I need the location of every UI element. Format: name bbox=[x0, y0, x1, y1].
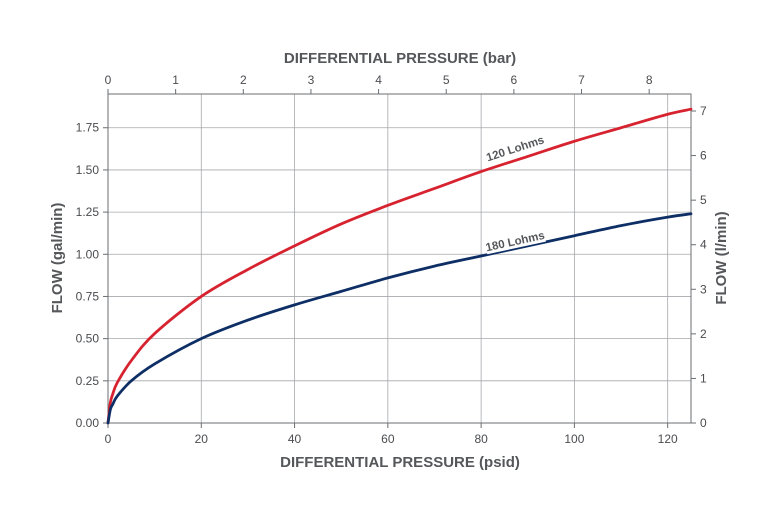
axis-ticks: 0 20 40 60 80 100 1200.000.250.500.751.001.251… bbox=[76, 73, 707, 446]
right-axis-title: FLOW (l/min) bbox=[713, 211, 730, 304]
grid bbox=[107, 94, 691, 423]
top-x-tick-label: 1 bbox=[172, 73, 179, 87]
x-tick-label: 100 bbox=[564, 432, 584, 446]
x-tick-label: 20 bbox=[195, 432, 209, 446]
x-tick-label: 60 bbox=[381, 432, 395, 446]
x-tick-label: 40 bbox=[288, 432, 302, 446]
right-y-tick-label: 1 bbox=[700, 371, 707, 385]
x-tick-label: 120 bbox=[658, 432, 678, 446]
y-tick-label: 1.00 bbox=[76, 247, 100, 261]
top-x-tick-label: 8 bbox=[646, 73, 653, 87]
top-axis-title: DIFFERENTIAL PRESSURE (bar) bbox=[284, 50, 516, 67]
top-x-tick-label: 4 bbox=[375, 73, 382, 87]
x-tick-label: 80 bbox=[474, 432, 488, 446]
right-y-tick-label: 7 bbox=[700, 104, 707, 118]
series-label-background bbox=[483, 130, 546, 165]
y-tick-label: 0.25 bbox=[76, 374, 100, 388]
right-y-tick-label: 6 bbox=[700, 149, 707, 163]
right-y-tick-label: 0 bbox=[700, 416, 707, 430]
top-x-tick-label: 2 bbox=[240, 73, 247, 87]
y-tick-label: 1.50 bbox=[76, 163, 100, 177]
right-y-tick-label: 4 bbox=[700, 238, 707, 252]
bottom-axis-title: DIFFERENTIAL PRESSURE (psid) bbox=[280, 454, 520, 471]
y-tick-label: 1.75 bbox=[76, 121, 100, 135]
right-y-tick-label: 3 bbox=[700, 282, 707, 296]
y-tick-label: 1.25 bbox=[76, 205, 100, 219]
series-line bbox=[106, 107, 693, 425]
plot-frame bbox=[107, 93, 692, 424]
right-y-tick-label: 2 bbox=[700, 327, 707, 341]
top-x-tick-label: 3 bbox=[308, 73, 315, 87]
y-tick-label: 0.75 bbox=[76, 289, 100, 303]
series-line bbox=[106, 212, 693, 425]
series-label-background bbox=[483, 225, 546, 255]
top-x-tick-label: 5 bbox=[443, 73, 450, 87]
left-axis-title: FLOW (gal/min) bbox=[49, 203, 66, 314]
y-tick-label: 0.50 bbox=[76, 332, 100, 346]
x-tick-label: 0 bbox=[105, 432, 112, 446]
top-x-tick-label: 0 bbox=[105, 73, 112, 87]
top-x-tick-label: 6 bbox=[511, 73, 518, 87]
top-x-tick-label: 7 bbox=[578, 73, 585, 87]
right-y-tick-label: 5 bbox=[700, 193, 707, 207]
y-tick-label: 0.00 bbox=[76, 416, 100, 430]
